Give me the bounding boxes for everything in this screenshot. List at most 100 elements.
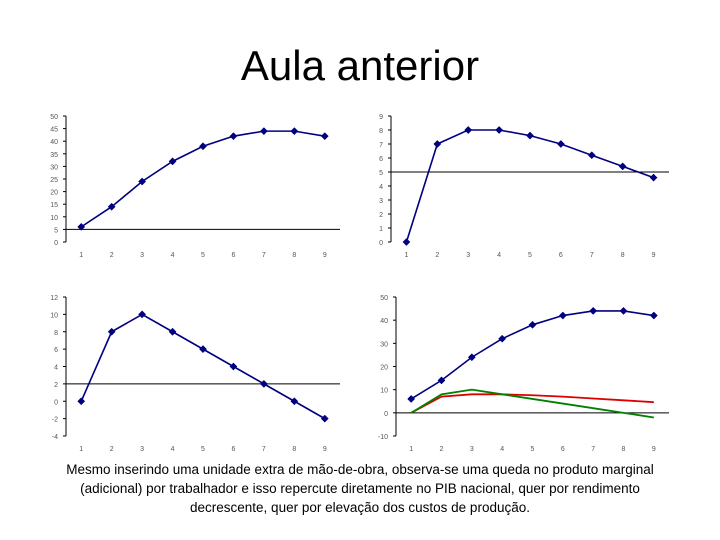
x-tick-label: 2 <box>110 252 114 259</box>
y-tick-label: 1 <box>379 226 383 233</box>
data-point <box>649 311 658 320</box>
series-line <box>410 388 654 419</box>
data-point <box>498 334 507 343</box>
x-tick-label: 4 <box>497 252 501 259</box>
data-point <box>107 202 116 211</box>
data-point <box>259 127 268 136</box>
x-tick-label: 3 <box>140 252 144 259</box>
data-point <box>107 327 116 336</box>
data-point <box>589 306 598 315</box>
data-point <box>587 151 596 160</box>
chart-marginal-product: 0 1 2 3 4 5 6 7 8 9 1 2 3 4 5 6 7 8 9 <box>379 114 669 259</box>
x-tick-label: 4 <box>171 252 175 259</box>
y-tick-label: 40 <box>380 318 388 325</box>
y-tick-label: 2 <box>54 382 58 389</box>
data-point <box>138 177 147 186</box>
x-tick-label: 6 <box>231 252 235 259</box>
data-point <box>495 126 504 134</box>
x-tick-label: 6 <box>559 252 563 259</box>
x-tick-label: 6 <box>561 446 565 453</box>
data-point <box>649 173 658 182</box>
x-tick-label: 8 <box>292 446 296 453</box>
y-tick-label: 8 <box>379 128 383 135</box>
y-tick-label: 10 <box>380 388 388 395</box>
y-tick-label: 50 <box>380 295 388 302</box>
data-point <box>138 310 147 319</box>
y-tick-label: 50 <box>50 114 58 121</box>
x-tick-label: 6 <box>231 446 235 453</box>
data-point <box>402 238 411 246</box>
x-tick-label: 5 <box>528 252 532 259</box>
y-tick-label: 30 <box>50 164 58 171</box>
x-tick-label: 4 <box>171 446 175 453</box>
data-point <box>556 140 565 148</box>
x-tick-label: 2 <box>435 252 439 259</box>
x-tick-label: 7 <box>262 252 266 259</box>
x-tick-label: 5 <box>201 446 205 453</box>
x-tick-label: 8 <box>622 446 626 453</box>
data-point <box>168 157 177 166</box>
y-tick-label: 9 <box>379 114 383 121</box>
y-tick-label: 15 <box>50 202 58 209</box>
x-tick-label: 3 <box>466 252 470 259</box>
data-point <box>437 376 446 385</box>
y-tick-label: 2 <box>379 212 383 219</box>
chart-combined: -10 0 10 20 30 40 50 1 2 3 4 5 6 7 8 9 <box>378 295 669 453</box>
data-point <box>168 327 177 336</box>
series-line <box>80 313 326 420</box>
x-tick-label: 9 <box>323 252 327 259</box>
x-tick-label: 8 <box>292 252 296 259</box>
data-point <box>526 131 534 140</box>
y-tick-label: 5 <box>379 170 383 177</box>
series-line <box>405 129 654 243</box>
x-tick-label: 1 <box>404 252 408 259</box>
data-point <box>558 311 567 320</box>
y-tick-label: 4 <box>379 184 383 191</box>
data-point <box>467 353 476 362</box>
y-tick-label: 0 <box>54 240 58 247</box>
data-point <box>433 140 442 148</box>
x-tick-label: 8 <box>621 252 625 259</box>
x-tick-label: 7 <box>590 252 594 259</box>
data-point <box>407 394 416 403</box>
y-tick-label: 10 <box>50 215 58 222</box>
slide-caption: Mesmo inserindo uma unidade extra de mão… <box>66 462 654 515</box>
y-tick-label: 30 <box>380 341 388 348</box>
x-tick-label: 2 <box>110 446 114 453</box>
x-tick-label: 9 <box>323 446 327 453</box>
data-point <box>619 306 628 315</box>
x-tick-label: 1 <box>409 446 413 453</box>
y-tick-label: 8 <box>54 330 58 337</box>
x-tick-label: 5 <box>531 446 535 453</box>
data-point <box>77 397 86 406</box>
y-tick-label: 0 <box>54 399 58 406</box>
x-tick-label: 1 <box>79 252 83 259</box>
slide-title: Aula anterior <box>240 42 480 89</box>
y-tick-label: 40 <box>50 139 58 146</box>
data-point <box>618 162 627 171</box>
y-tick-label: 0 <box>379 240 383 247</box>
y-tick-label: 4 <box>54 365 58 372</box>
y-tick-label: -10 <box>378 434 388 441</box>
data-point <box>259 379 268 388</box>
data-point <box>77 222 86 231</box>
y-tick-label: 5 <box>54 227 58 234</box>
y-tick-label: 25 <box>50 177 58 184</box>
y-tick-label: 20 <box>50 190 58 197</box>
data-point <box>229 132 238 141</box>
x-tick-label: 7 <box>262 446 266 453</box>
y-tick-label: 6 <box>379 156 383 163</box>
x-tick-label: 3 <box>470 446 474 453</box>
y-tick-label: -2 <box>52 417 58 424</box>
x-tick-label: 5 <box>201 252 205 259</box>
y-tick-label: 0 <box>384 411 388 418</box>
y-tick-label: 7 <box>379 142 383 149</box>
y-tick-label: 12 <box>50 295 58 302</box>
data-point <box>320 414 329 423</box>
data-point <box>528 320 537 329</box>
series-line <box>410 393 654 414</box>
y-tick-label: 10 <box>50 312 58 319</box>
x-tick-label: 2 <box>440 446 444 453</box>
